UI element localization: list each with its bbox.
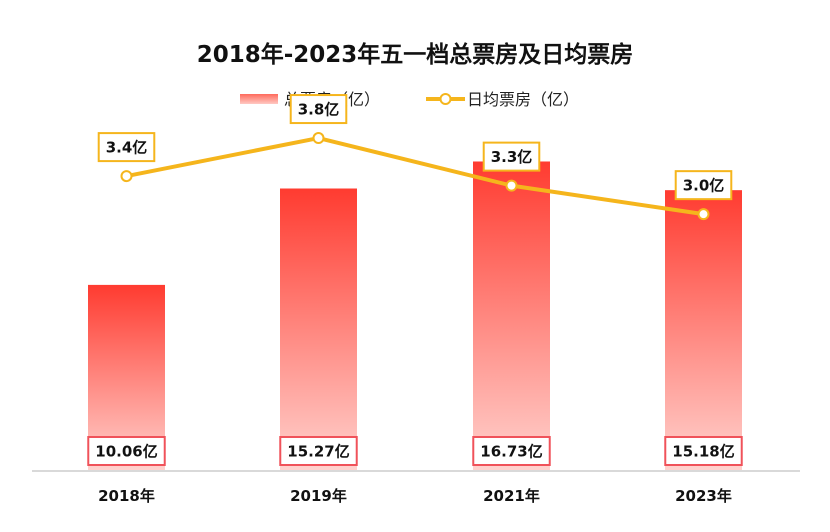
line-point-2018[interactable] bbox=[120, 170, 133, 183]
legend-swatch-marker bbox=[439, 93, 452, 105]
bar-value-label-text: 15.18亿 bbox=[672, 443, 734, 461]
bar-2021[interactable] bbox=[473, 161, 550, 471]
line-value-label-box bbox=[482, 141, 541, 172]
bar-value-label-text: 16.73亿 bbox=[480, 443, 542, 461]
line-value-label-text: 3.4亿 bbox=[106, 139, 148, 157]
line-value-label: 3.3亿 bbox=[482, 141, 541, 172]
line-value-label: 3.0亿 bbox=[674, 170, 733, 201]
bar-2023[interactable] bbox=[665, 190, 742, 472]
bar-value-label-box bbox=[87, 436, 166, 466]
bar-value-label: 15.27亿 bbox=[279, 436, 358, 466]
x-tick-label: 2019年 bbox=[290, 487, 347, 505]
line-value-label-box bbox=[289, 94, 348, 125]
bar-value-label-box bbox=[664, 436, 743, 466]
line-point-2019[interactable] bbox=[312, 132, 325, 145]
x-axis-ticks: 2018年 2019年 2021年 2023年 bbox=[98, 487, 732, 505]
x-tick-label: 2023年 bbox=[675, 487, 732, 505]
bars-series bbox=[88, 161, 742, 472]
line-value-label-text: 3.3亿 bbox=[491, 148, 533, 166]
bar-value-label-text: 10.06亿 bbox=[95, 443, 157, 461]
line-value-label-box bbox=[97, 132, 156, 163]
bar-2019[interactable] bbox=[280, 188, 357, 471]
bar-value-label: 15.18亿 bbox=[664, 436, 743, 466]
line-value-label: 3.4亿 bbox=[97, 132, 156, 163]
line-series bbox=[120, 132, 710, 221]
line-value-label-box bbox=[674, 170, 733, 201]
line-point-2021[interactable] bbox=[505, 179, 518, 192]
line-value-label: 3.8亿 bbox=[289, 94, 348, 125]
legend-swatch-bar bbox=[240, 94, 278, 104]
data-labels: 10.06亿 15.27亿 16.73亿 15.18亿 3.4亿 3.8亿 3.3亿 3.0亿 bbox=[87, 94, 743, 466]
legend-item-daily-box-office[interactable]: 日均票房（亿） bbox=[426, 90, 579, 109]
x-tick-label: 2021年 bbox=[483, 487, 540, 505]
bar-value-label: 16.73亿 bbox=[472, 436, 551, 466]
x-tick-label: 2018年 bbox=[98, 487, 155, 505]
bar-value-label-text: 15.27亿 bbox=[287, 443, 349, 461]
bar-value-label-box bbox=[472, 436, 551, 466]
bar-value-label: 10.06亿 bbox=[87, 436, 166, 466]
line-value-label-text: 3.8亿 bbox=[298, 101, 340, 119]
line-value-label-text: 3.0亿 bbox=[683, 177, 725, 195]
line-point-2023[interactable] bbox=[697, 208, 710, 221]
chart-title: 2018年-2023年五一档总票房及日均票房 bbox=[197, 41, 634, 68]
legend-label-daily: 日均票房（亿） bbox=[467, 90, 579, 109]
bar-value-label-box bbox=[279, 436, 358, 466]
daily-box-office-line bbox=[126, 136, 704, 217]
